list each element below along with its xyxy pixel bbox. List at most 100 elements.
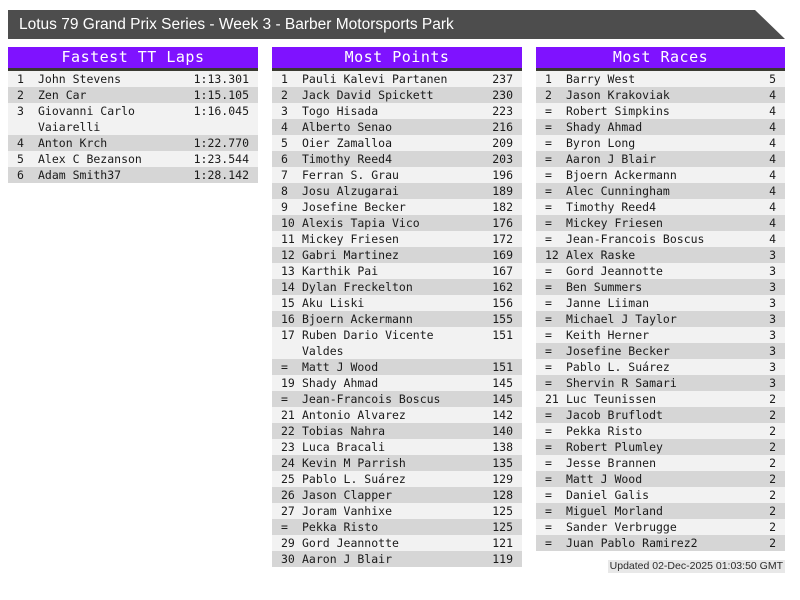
- table-row: 23 Luca Bracali 138: [272, 439, 522, 455]
- row-value: 4: [769, 184, 776, 198]
- row-position: 16: [281, 312, 295, 326]
- row-value: 169: [492, 248, 513, 262]
- row-driver-name: Matt J Wood: [302, 360, 379, 374]
- row-position: 10: [281, 216, 295, 230]
- row-value: 2: [769, 440, 776, 454]
- row-position: 3: [281, 104, 288, 118]
- table-row: = Miguel Morland 2: [536, 503, 785, 519]
- table-row: 1 Barry West 5: [536, 71, 785, 87]
- table-row: = Michael J Taylor 3: [536, 311, 785, 327]
- row-position: 26: [281, 488, 295, 502]
- row-position: =: [545, 376, 552, 390]
- row-position: =: [281, 520, 288, 534]
- table-row: = Keith Herner 3: [536, 327, 785, 343]
- row-driver-name: Adam Smith37: [38, 168, 122, 182]
- row-value: 3: [769, 328, 776, 342]
- table-row: 13 Karthik Pai 167: [272, 263, 522, 279]
- row-value: 5: [769, 72, 776, 86]
- table-row: = Gord Jeannotte 3: [536, 263, 785, 279]
- row-value: 189: [492, 184, 513, 198]
- row-driver-name: Anton Krch: [38, 136, 108, 150]
- row-driver-name: Barry West: [566, 72, 636, 86]
- row-position: 21: [281, 408, 295, 422]
- row-position: 2: [17, 88, 24, 102]
- row-position: =: [545, 152, 552, 166]
- table-row: 1 John Stevens 1:13.301: [8, 71, 258, 87]
- row-driver-name: Jacob Bruflodt: [566, 408, 663, 422]
- row-value: 145: [492, 392, 513, 406]
- row-position: 4: [281, 120, 288, 134]
- row-position: 6: [17, 168, 24, 182]
- row-position: =: [545, 328, 552, 342]
- row-position: 14: [281, 280, 295, 294]
- row-position: 6: [281, 152, 288, 166]
- row-value: 3: [769, 280, 776, 294]
- row-driver-name: Pablo L. Suárez: [566, 360, 670, 374]
- row-position: =: [281, 392, 288, 406]
- table-row: = Byron Long 4: [536, 135, 785, 151]
- table-row: 14 Dylan Freckelton 162: [272, 279, 522, 295]
- row-position: 11: [281, 232, 295, 246]
- table-row: = Ben Summers 3: [536, 279, 785, 295]
- row-driver-name: Mickey Friesen: [566, 216, 663, 230]
- row-value: 4: [769, 88, 776, 102]
- row-position: 5: [17, 152, 24, 166]
- row-position: =: [545, 216, 552, 230]
- row-driver-name: Ferran S. Grau: [302, 168, 399, 182]
- row-position: 21: [545, 392, 559, 406]
- table-row: 3 Giovanni Carlo Vaiarelli 1:16.045: [8, 103, 258, 135]
- title-bar: Lotus 79 Grand Prix Series - Week 3 - Ba…: [8, 10, 793, 39]
- row-driver-name: Kevin M Parrish: [302, 456, 406, 470]
- table-row: 24 Kevin M Parrish 135: [272, 455, 522, 471]
- row-position: =: [545, 520, 552, 534]
- row-value: 4: [769, 152, 776, 166]
- row-value: 3: [769, 360, 776, 374]
- row-driver-name: Gord Jeannotte: [566, 264, 663, 278]
- table-row: = Jean-Francois Boscus 145: [272, 391, 522, 407]
- row-position: 1: [545, 72, 552, 86]
- leaderboard-column-most-points: Most Points 1 Pauli Kalevi Partanen 237 2 Ja…: [272, 47, 522, 567]
- row-value: 3: [769, 296, 776, 310]
- table-row: = Mickey Friesen 4: [536, 215, 785, 231]
- table-row: 9 Josefine Becker 182: [272, 199, 522, 215]
- table-row: 6 Adam Smith37 1:28.142: [8, 167, 258, 183]
- table-row: = Janne Liiman 3: [536, 295, 785, 311]
- row-position: 4: [17, 136, 24, 150]
- row-driver-name: Togo Hisada: [302, 104, 379, 118]
- row-value: 145: [492, 376, 513, 390]
- table-row: = Jacob Bruflodt 2: [536, 407, 785, 423]
- row-value: 2: [769, 424, 776, 438]
- table-row: 27 Joram Vanhixe 125: [272, 503, 522, 519]
- row-driver-name: Robert Plumley: [566, 440, 663, 454]
- row-driver-name: Ruben Dario Vicente Valdes: [302, 328, 434, 358]
- table-row: 12 Gabri Martinez 169: [272, 247, 522, 263]
- row-driver-name: Alberto Senao: [302, 120, 393, 134]
- row-position: =: [545, 344, 552, 358]
- row-position: =: [545, 120, 552, 134]
- row-position: 30: [281, 552, 295, 566]
- row-position: =: [545, 424, 552, 438]
- row-position: =: [545, 136, 552, 150]
- column-title-most-points: Most Points: [272, 47, 522, 71]
- row-value: 1:23.544: [193, 152, 249, 166]
- row-value: 2: [769, 504, 776, 518]
- row-position: 12: [545, 248, 559, 262]
- row-position: 23: [281, 440, 295, 454]
- row-driver-name: Tobias Nahra: [302, 424, 386, 438]
- row-driver-name: Timothy Reed4: [302, 152, 393, 166]
- row-value: 4: [769, 120, 776, 134]
- row-driver-name: Josefine Becker: [566, 344, 670, 358]
- row-driver-name: Antonio Alvarez: [302, 408, 406, 422]
- row-value: 172: [492, 232, 513, 246]
- row-driver-name: Oier Zamalloa: [302, 136, 393, 150]
- table-row: = Daniel Galis 2: [536, 487, 785, 503]
- row-driver-name: Matt J Wood: [566, 472, 643, 486]
- row-position: =: [545, 168, 552, 182]
- row-position: 5: [281, 136, 288, 150]
- row-position: 15: [281, 296, 295, 310]
- table-row: 25 Pablo L. Suárez 129: [272, 471, 522, 487]
- row-value: 125: [492, 520, 513, 534]
- row-value: 182: [492, 200, 513, 214]
- table-row: = Matt J Wood 151: [272, 359, 522, 375]
- row-position: =: [545, 280, 552, 294]
